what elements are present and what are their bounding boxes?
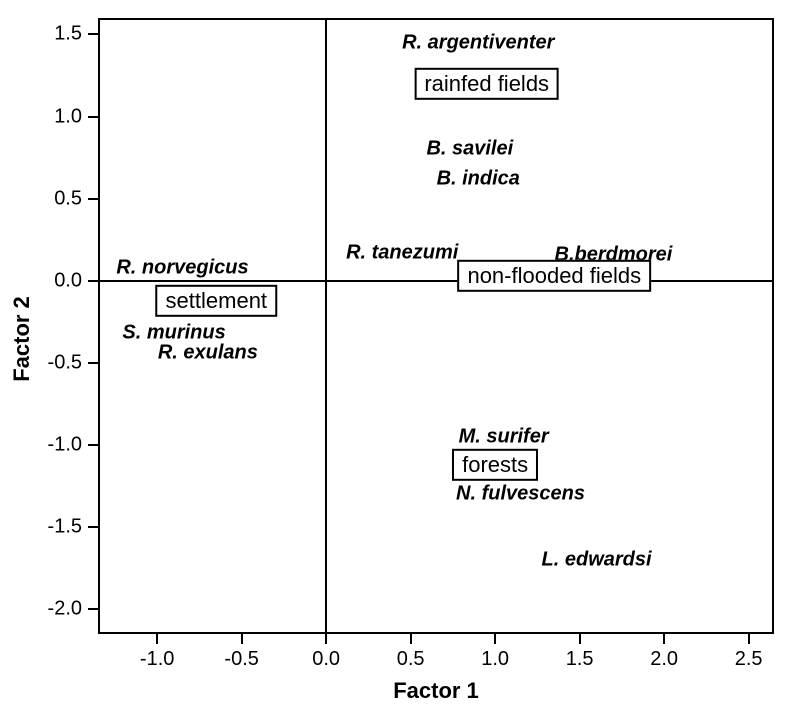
species-label: R. argentiventer (402, 31, 554, 54)
vertical-zero-line (325, 18, 327, 634)
x-tick-label: 2.0 (650, 648, 678, 671)
habitat-label: rainfed fields (414, 68, 559, 100)
species-label: R. tanezumi (346, 241, 458, 264)
x-tick-label: 1.0 (481, 648, 509, 671)
x-tick-label: -1.0 (140, 648, 174, 671)
x-tick (579, 634, 581, 644)
y-tick-label: -1.5 (48, 516, 82, 539)
species-label: R. norvegicus (116, 256, 248, 279)
y-tick-label: 1.5 (54, 23, 82, 46)
x-tick-label: 2.5 (735, 648, 763, 671)
y-axis-title: Factor 2 (9, 296, 35, 382)
y-tick-label: 1.0 (54, 105, 82, 128)
species-label: N. fulvescens (456, 483, 585, 506)
x-tick (241, 634, 243, 644)
y-tick (88, 362, 98, 364)
y-tick (88, 608, 98, 610)
y-tick-label: -1.0 (48, 434, 82, 457)
x-tick (748, 634, 750, 644)
habitat-label: forests (452, 449, 538, 481)
x-tick (156, 634, 158, 644)
y-tick (88, 198, 98, 200)
habitat-label: settlement (156, 284, 278, 316)
y-tick (88, 526, 98, 528)
species-label: B. savilei (426, 138, 513, 161)
horizontal-zero-line (98, 280, 774, 282)
x-tick-label: -0.5 (224, 648, 258, 671)
y-tick-label: -2.0 (48, 598, 82, 621)
x-tick (410, 634, 412, 644)
habitat-label: non-flooded fields (457, 260, 651, 292)
species-label: M. surifer (459, 425, 549, 448)
y-tick-label: 0.0 (54, 269, 82, 292)
x-axis-title: Factor 1 (393, 678, 479, 704)
x-tick (663, 634, 665, 644)
y-tick (88, 116, 98, 118)
species-label: L. edwardsi (542, 549, 652, 572)
species-label: B. indica (437, 167, 520, 190)
x-tick (325, 634, 327, 644)
y-tick (88, 280, 98, 282)
y-tick-label: -0.5 (48, 351, 82, 374)
y-tick (88, 33, 98, 35)
y-tick (88, 444, 98, 446)
species-label: R. exulans (158, 342, 258, 365)
y-tick-label: 0.5 (54, 187, 82, 210)
x-tick-label: 0.5 (397, 648, 425, 671)
x-tick-label: 1.5 (566, 648, 594, 671)
x-tick (494, 634, 496, 644)
x-tick-label: 0.0 (312, 648, 340, 671)
